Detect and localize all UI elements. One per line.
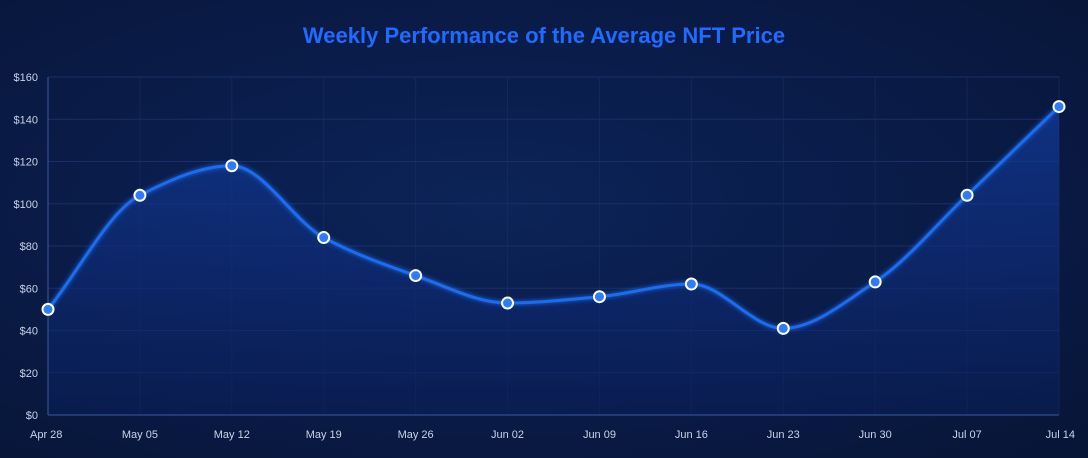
y-tick-label: $40 — [20, 326, 38, 338]
x-tick-label: Apr 28 — [30, 429, 62, 441]
chart-title: Weekly Performance of the Average NFT Pr… — [303, 23, 785, 48]
y-tick-label: $140 — [14, 114, 38, 126]
data-point-may-26[interactable] — [409, 269, 423, 283]
y-tick-label: $160 — [14, 72, 38, 84]
y-tick-label: $80 — [20, 241, 38, 253]
data-point-jun-02[interactable] — [501, 296, 515, 310]
data-point-may-05[interactable] — [133, 188, 147, 202]
x-tick-label: May 26 — [398, 429, 434, 441]
x-tick-label: Jun 23 — [767, 429, 800, 441]
x-axis-tick-labels: Apr 28 May 05 May 12 May 19 May 26 Jun 02 Jun … — [30, 429, 1075, 441]
data-point-jul-07[interactable] — [960, 188, 974, 202]
y-axis-tick-labels: $0 $20 $40 $60 $80 $100 $120 $140 $160 — [14, 72, 38, 422]
x-tick-label: Jul 14 — [1046, 429, 1075, 441]
x-tick-label: Jun 30 — [859, 429, 892, 441]
data-points — [41, 100, 1066, 335]
data-point-apr-28[interactable] — [41, 302, 55, 316]
y-tick-label: $60 — [20, 283, 38, 295]
x-tick-label: Jul 07 — [952, 429, 981, 441]
x-tick-label: May 12 — [214, 429, 250, 441]
data-point-may-12[interactable] — [225, 159, 239, 173]
y-tick-label: $0 — [26, 410, 38, 422]
x-tick-label: Jun 02 — [491, 429, 524, 441]
axes — [47, 77, 1059, 416]
data-point-jun-30[interactable] — [868, 275, 882, 289]
x-tick-label: Jun 16 — [675, 429, 708, 441]
x-tick-label: May 05 — [122, 429, 158, 441]
x-tick-label: Jun 09 — [583, 429, 616, 441]
data-point-jun-23[interactable] — [776, 321, 790, 335]
series-line — [46, 105, 1061, 330]
area-fill-group — [48, 106, 1059, 415]
y-tick-label: $120 — [14, 157, 38, 169]
x-tick-label: May 19 — [306, 429, 342, 441]
series-area-fill — [48, 106, 1059, 415]
y-tick-label: $20 — [20, 368, 38, 380]
data-point-jun-09[interactable] — [592, 290, 606, 304]
data-point-may-19[interactable] — [317, 231, 331, 245]
data-point-jul-14[interactable] — [1052, 100, 1066, 114]
series-line-group — [46, 105, 1061, 330]
y-tick-label: $100 — [14, 199, 38, 211]
data-point-jun-16[interactable] — [684, 277, 698, 291]
